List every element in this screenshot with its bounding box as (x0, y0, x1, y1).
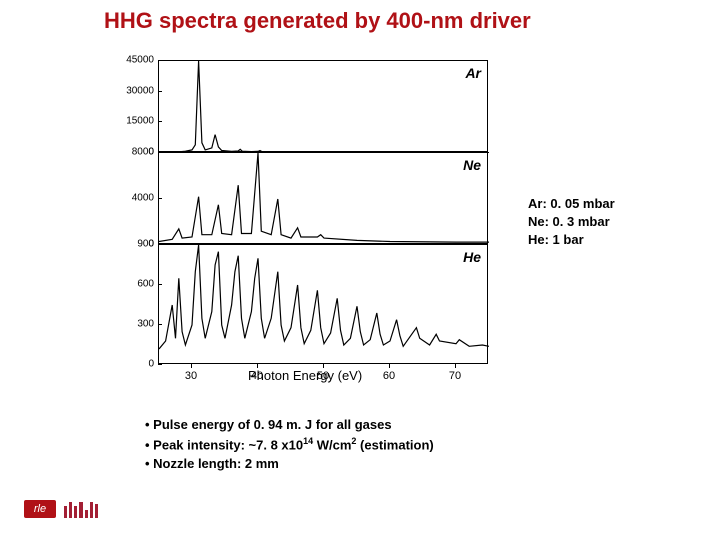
y-tick-mark (158, 121, 162, 122)
y-tick-label: 300 (114, 319, 154, 330)
y-tick-label: 900 (114, 239, 154, 250)
y-tick-mark (158, 152, 162, 153)
x-tick-label: 40 (245, 370, 269, 382)
y-tick-mark (158, 244, 162, 245)
y-tick-mark (158, 284, 162, 285)
legend-line: Ne: 0. 3 mbar (528, 213, 615, 231)
legend-line: Ar: 0. 05 mbar (528, 195, 615, 213)
pressure-legend: Ar: 0. 05 mbar Ne: 0. 3 mbar He: 1 bar (528, 195, 615, 250)
y-tick-label: 45000 (114, 55, 154, 66)
y-tick-label: 0 (114, 359, 154, 370)
mit-logo (64, 502, 98, 518)
bullet-item: • Peak intensity: ~7. 8 x1014 W/cm2 (est… (145, 435, 434, 455)
x-tick-mark (257, 364, 258, 368)
hhg-spectra-chart: Ar Ne He Photon Energy (eV) 015000300004… (118, 60, 488, 390)
y-tick-mark (158, 364, 162, 365)
y-tick-label: 15000 (114, 116, 154, 127)
parameter-bullets: • Pulse energy of 0. 94 m. J for all gas… (145, 415, 434, 474)
x-tick-mark (323, 364, 324, 368)
y-tick-label: 600 (114, 279, 154, 290)
y-tick-mark (158, 91, 162, 92)
x-tick-mark (455, 364, 456, 368)
gas-label-ar: Ar (465, 65, 481, 81)
rle-logo: rle (24, 500, 56, 518)
gas-label-he: He (463, 249, 481, 265)
y-tick-mark (158, 60, 162, 61)
y-tick-label: 30000 (114, 85, 154, 96)
x-tick-label: 60 (377, 370, 401, 382)
chart-panel-he: He (158, 244, 488, 364)
bullet-item: • Nozzle length: 2 mm (145, 454, 434, 474)
x-tick-label: 70 (443, 370, 467, 382)
page-title: HHG spectra generated by 400-nm driver (104, 8, 531, 34)
trace-ne (159, 153, 489, 245)
trace-ar (159, 61, 489, 153)
chart-panel-ne: Ne (158, 152, 488, 244)
x-tick-mark (389, 364, 390, 368)
bullet-item: • Pulse energy of 0. 94 m. J for all gas… (145, 415, 434, 435)
y-tick-label: 8000 (114, 147, 154, 158)
y-tick-mark (158, 198, 162, 199)
x-tick-label: 30 (179, 370, 203, 382)
legend-line: He: 1 bar (528, 231, 615, 249)
gas-label-ne: Ne (463, 157, 481, 173)
x-tick-mark (191, 364, 192, 368)
y-tick-label: 4000 (114, 193, 154, 204)
x-tick-label: 50 (311, 370, 335, 382)
trace-he (159, 245, 489, 365)
y-tick-mark (158, 324, 162, 325)
chart-panel-ar: Ar (158, 60, 488, 152)
